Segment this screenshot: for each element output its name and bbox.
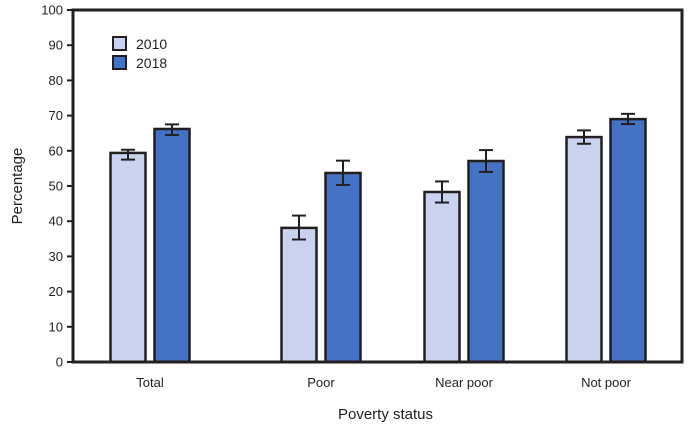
x-axis-labels: Total Poor Near poor Not poor <box>136 375 631 390</box>
error-bars <box>121 112 635 241</box>
y-tick-label: 100 <box>41 3 63 18</box>
error-bar-2010-near-poor <box>435 180 449 204</box>
x-tick-label: Not poor <box>581 375 632 390</box>
error-bar-2018-poor <box>336 159 350 186</box>
x-axis-title: Poverty status <box>338 406 433 423</box>
y-tick-label: 40 <box>49 214 63 229</box>
y-tick-label: 30 <box>49 249 63 264</box>
legend: 2010 2018 <box>112 36 167 71</box>
bar-2018-total <box>153 127 191 364</box>
y-tick-label: 0 <box>56 355 63 370</box>
bar-2018-near-poor <box>467 159 505 364</box>
bar-2010-total <box>109 151 147 364</box>
y-tick-label: 80 <box>49 73 63 88</box>
y-tick-label: 50 <box>49 179 63 194</box>
x-tick-label: Total <box>136 375 164 390</box>
bars <box>109 117 647 364</box>
y-tick-label: 10 <box>49 319 63 334</box>
error-bar-2010-total <box>121 148 135 161</box>
bar-2010-near-poor <box>423 190 461 364</box>
y-tick-label: 60 <box>49 143 63 158</box>
error-bar-2010-poor <box>292 214 306 241</box>
x-tick-label: Poor <box>307 375 335 390</box>
legend-swatch-2018 <box>112 55 127 70</box>
bar-2018-not-poor <box>609 117 647 364</box>
x-tick-label: Near poor <box>435 375 493 390</box>
bar-2018-poor <box>324 171 362 364</box>
bar-2010-poor <box>280 226 318 364</box>
plot-frame <box>71 8 684 364</box>
error-bar-2010-not-poor <box>577 129 591 145</box>
legend-label-2018: 2018 <box>136 55 167 71</box>
y-tick-label: 20 <box>49 284 63 299</box>
y-tick-label: 90 <box>49 38 63 53</box>
error-bar-2018-not-poor <box>621 112 635 126</box>
y-tick-label: 70 <box>49 108 63 123</box>
error-bar-2018-total <box>165 123 179 136</box>
legend-label-2010: 2010 <box>136 36 167 52</box>
y-axis-ticks: 0 10 20 30 40 50 60 70 80 90 100 <box>41 3 73 370</box>
y-axis-title: Percentage <box>9 148 26 225</box>
error-bar-2018-near-poor <box>479 149 493 173</box>
bar-2010-not-poor <box>565 135 603 364</box>
legend-swatch-2010 <box>112 36 127 51</box>
